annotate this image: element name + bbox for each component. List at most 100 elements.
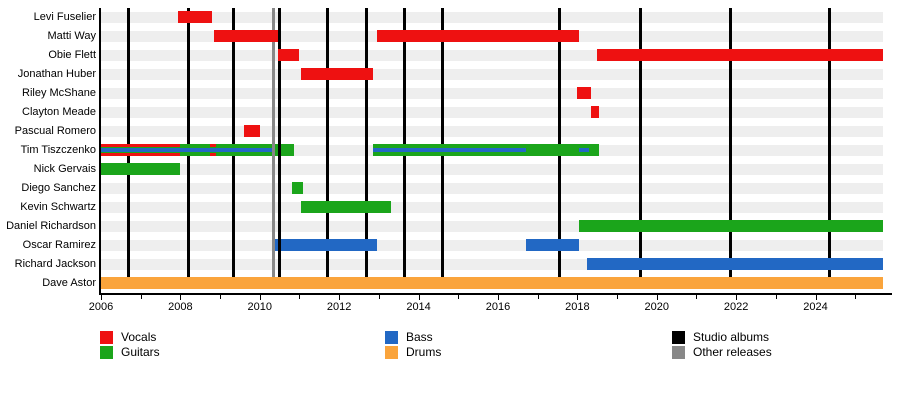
member-label: Dave Astor [42, 277, 96, 289]
member-label: Levi Fuselier [33, 11, 96, 23]
vocals-bar [597, 49, 883, 61]
x-axis-line [99, 293, 892, 295]
row-band [101, 163, 883, 175]
member-label: Richard Jackson [14, 258, 96, 270]
member-label: Obie Flett [48, 49, 96, 61]
x-axis-tick [339, 295, 341, 300]
x-axis-tick [815, 295, 817, 300]
studio-album-line [639, 8, 643, 277]
x-axis-tick [656, 295, 658, 300]
vocals-bar-stripe [101, 153, 181, 156]
member-label: Riley McShane [22, 87, 96, 99]
legend-swatch-other-releases [672, 346, 685, 359]
x-axis-tick [180, 295, 182, 300]
x-axis-tick [458, 295, 460, 299]
x-axis-tick [497, 295, 499, 300]
x-axis-tick [855, 295, 857, 299]
legend-label-vocals: Vocals [121, 330, 157, 344]
x-axis-tick [259, 295, 261, 300]
x-axis-tick [577, 295, 579, 300]
x-axis-tick [220, 295, 222, 299]
x-axis-tick [736, 295, 738, 300]
legend-swatch-bass [385, 331, 398, 344]
x-axis-tick [617, 295, 619, 299]
bass-bar-stripe [372, 148, 526, 152]
legend-label-studio-albums: Studio albums [693, 330, 770, 344]
vocals-bar [214, 30, 278, 42]
legend-swatch-drums [385, 346, 398, 359]
x-axis-tick [140, 295, 142, 299]
bass-bar-stripe [101, 148, 272, 152]
legend-label-other-releases: Other releases [693, 345, 772, 359]
vocals-bar-stripe [210, 144, 217, 147]
x-axis-tick [378, 295, 380, 299]
x-axis-tick [775, 295, 777, 299]
studio-album-line [186, 8, 190, 277]
studio-album-line [403, 8, 407, 277]
guitars-bar [579, 220, 883, 232]
x-axis-tick-label: 2024 [803, 301, 828, 313]
vocals-bar [376, 30, 580, 42]
x-axis-tick [537, 295, 539, 299]
bass-bar [587, 258, 883, 270]
legend-swatch-studio-albums [672, 331, 685, 344]
member-label: Pascual Romero [14, 125, 96, 137]
row-band [101, 201, 883, 213]
row-band [101, 68, 883, 80]
guitars-bar [301, 201, 391, 213]
x-axis-tick [299, 295, 301, 299]
vocals-bar [178, 11, 213, 23]
studio-album-line [557, 8, 561, 277]
studio-album-line [440, 8, 444, 277]
member-label: Oscar Ramirez [22, 239, 96, 251]
x-axis-tick-label: 2006 [88, 301, 114, 313]
row-band [101, 125, 883, 137]
row-band [101, 258, 883, 270]
studio-album-line [728, 8, 732, 277]
row-band [101, 106, 883, 118]
vocals-bar-stripe [101, 144, 181, 147]
x-axis-tick-label: 2008 [168, 301, 193, 313]
row-band [101, 11, 883, 23]
drums-bar [101, 277, 883, 289]
studio-album-line [325, 8, 329, 277]
x-axis-tick [696, 295, 698, 299]
studio-album-line [827, 8, 831, 277]
member-label: Nick Gervais [33, 163, 96, 175]
vocals-bar-stripe [210, 153, 217, 156]
x-axis-tick-label: 2020 [644, 301, 669, 313]
studio-album-line [278, 8, 282, 277]
bass-bar-stripe [579, 148, 590, 152]
member-label: Kevin Schwartz [20, 201, 96, 213]
guitars-bar [101, 163, 181, 175]
row-band [101, 239, 883, 251]
x-axis-tick [418, 295, 420, 300]
row-band [101, 220, 883, 232]
member-label: Jonathan Huber [17, 68, 96, 80]
x-axis-tick-label: 2012 [326, 301, 352, 313]
guitars-bar [291, 182, 304, 194]
row-band [101, 182, 883, 194]
bass-bar [525, 239, 580, 251]
legend-label-guitars: Guitars [121, 345, 160, 359]
x-axis-tick-label: 2014 [406, 301, 431, 313]
row-band [101, 49, 883, 61]
vocals-bar [577, 87, 592, 99]
studio-album-line [232, 8, 236, 277]
member-label: Clayton Meade [22, 106, 96, 118]
member-label: Matti Way [47, 30, 97, 42]
member-label: Daniel Richardson [6, 220, 96, 232]
plot-left-border [99, 8, 101, 293]
member-label: Diego Sanchez [21, 182, 96, 194]
vocals-bar [243, 125, 260, 137]
legend-label-bass: Bass [406, 330, 433, 344]
x-axis-tick [101, 295, 102, 300]
row-band [101, 87, 883, 99]
bass-bar [271, 239, 377, 251]
vocals-bar [277, 49, 300, 61]
legend-label-drums: Drums [406, 345, 442, 359]
vocals-bar [591, 106, 600, 118]
x-axis-tick-label: 2010 [247, 301, 273, 313]
vocals-bar [301, 68, 373, 80]
